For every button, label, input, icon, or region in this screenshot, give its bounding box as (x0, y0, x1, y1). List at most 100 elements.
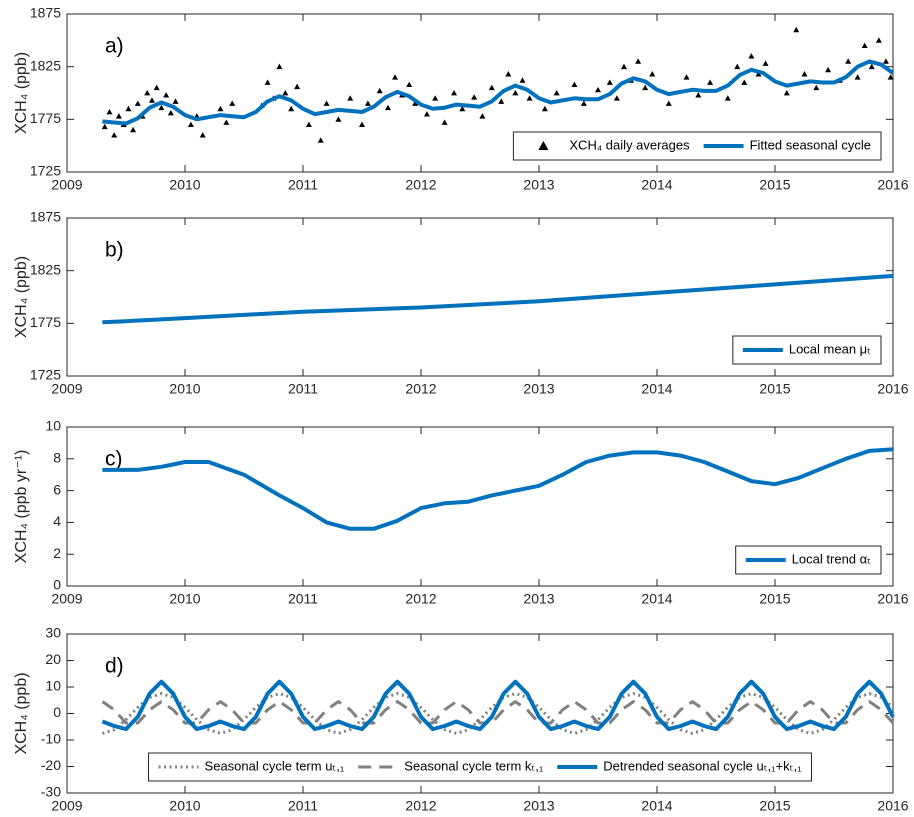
y-tick-label: 1775 (30, 314, 61, 330)
data-point (335, 116, 342, 122)
data-point (825, 66, 832, 73)
legend-label: Seasonal cycle term kₜ,₁ (404, 758, 544, 773)
legend: Local trend αₜ (735, 545, 882, 575)
y-tick-label: 1775 (30, 110, 61, 126)
data-point (762, 60, 769, 66)
data-point (541, 105, 548, 112)
data-point (861, 42, 868, 48)
x-tick-label: 2013 (523, 591, 554, 607)
data-point (724, 95, 731, 101)
data-point (519, 77, 526, 83)
data-point (384, 104, 391, 111)
data-point (406, 81, 413, 87)
x-tick-label: 2012 (405, 591, 436, 607)
data-point (144, 90, 151, 96)
x-tick-label: 2009 (51, 381, 82, 397)
series-line (102, 59, 895, 126)
y-tick-label: 20 (45, 651, 61, 667)
x-tick-label: 2015 (759, 177, 790, 193)
data-point (813, 84, 820, 91)
x-tick-label: 2012 (405, 381, 436, 397)
data-point (115, 113, 122, 119)
x-tick-label: 2009 (51, 798, 82, 814)
y-tick-label: 1875 (30, 5, 61, 21)
panel-label: c) (105, 448, 123, 471)
x-tick-label: 2011 (288, 798, 318, 814)
data-point (223, 119, 230, 125)
data-point (364, 100, 371, 106)
x-tick-label: 2013 (523, 798, 554, 814)
x-tick-label: 2015 (759, 798, 790, 814)
data-point (553, 90, 560, 96)
panel: 2009 2010 2011 2012 2013 2014 2015 2016 1725 1775… (13, 209, 909, 397)
legend: Seasonal cycle term uₜ,₁ Seasonal cycle t… (148, 752, 812, 782)
y-tick-label: 8 (53, 450, 61, 466)
data-point (606, 79, 613, 85)
data-point (158, 104, 165, 111)
series-line (102, 447, 894, 531)
data-point (471, 94, 478, 100)
data-point (459, 105, 466, 112)
data-point (595, 86, 601, 93)
series-line (101, 679, 895, 732)
data-point (101, 123, 108, 130)
data-point (187, 121, 194, 127)
legend-marker (538, 141, 549, 150)
data-point (613, 95, 620, 101)
y-axis-label: XCH₄ (ppb) (13, 672, 30, 754)
data-point (741, 79, 748, 85)
data-point (868, 63, 875, 70)
x-tick-label: 2010 (169, 591, 200, 607)
legend: XCH₄ daily averages Fitted seasonal cycle (512, 131, 882, 161)
x-tick-label: 2014 (641, 177, 672, 193)
panel-label: d) (105, 655, 124, 678)
data-point (642, 84, 649, 91)
y-tick-label: 2 (53, 545, 61, 561)
data-point (748, 53, 755, 59)
data-point (887, 74, 894, 80)
y-tick-label: 6 (53, 481, 61, 497)
x-tick-label: 2016 (877, 798, 908, 814)
x-tick-label: 2011 (288, 381, 318, 397)
legend-label: Seasonal cycle term uₜ,₁ (205, 758, 345, 773)
y-tick-label: 0 (53, 577, 61, 593)
data-point (282, 90, 289, 96)
data-point (432, 95, 439, 101)
data-point (441, 119, 448, 125)
data-point (172, 98, 179, 104)
x-tick-label: 2010 (169, 798, 200, 814)
x-tick-label: 2015 (759, 591, 790, 607)
data-point (793, 26, 800, 33)
data-point (359, 121, 365, 127)
data-point (526, 95, 533, 101)
legend-label: Detrended seasonal cycle uₜ,₁+kₜ,₁ (603, 758, 802, 773)
legend-label: Local mean μₜ (789, 341, 871, 356)
x-tick-label: 2012 (405, 177, 436, 193)
x-tick-label: 2013 (523, 381, 554, 397)
x-tick-label: 2012 (405, 798, 436, 814)
data-point (571, 81, 578, 87)
x-tick-label: 2011 (288, 591, 318, 607)
y-axis-label: XCH₄ (ppb) (13, 256, 30, 338)
y-tick-label: 10 (45, 678, 61, 694)
data-point (288, 105, 295, 112)
data-point (125, 105, 132, 112)
y-tick-label: 30 (45, 625, 61, 641)
y-axis-label: XCH₄ (ppb) (13, 52, 30, 134)
legend-box (148, 752, 812, 782)
panel: 2009 2010 2011 2012 2013 2014 2015 2016 0 2 4 6 8 10 X… (13, 418, 909, 607)
y-tick-label: 1725 (30, 367, 61, 383)
data-point (649, 71, 656, 77)
data-point (580, 100, 587, 106)
y-tick-label: 1725 (30, 163, 61, 179)
data-point (451, 90, 458, 96)
panel: 2009 2010 2011 2012 2013 2014 2015 2016-30-20-1… (13, 625, 909, 814)
data-point (695, 92, 702, 98)
x-tick-label: 2010 (169, 381, 200, 397)
series-line (101, 700, 895, 725)
x-tick-label: 2016 (877, 177, 908, 193)
y-tick-label: 0 (53, 704, 61, 720)
y-tick-label: -20 (41, 757, 61, 773)
y-tick-label: 10 (45, 418, 61, 434)
data-point (734, 63, 741, 70)
